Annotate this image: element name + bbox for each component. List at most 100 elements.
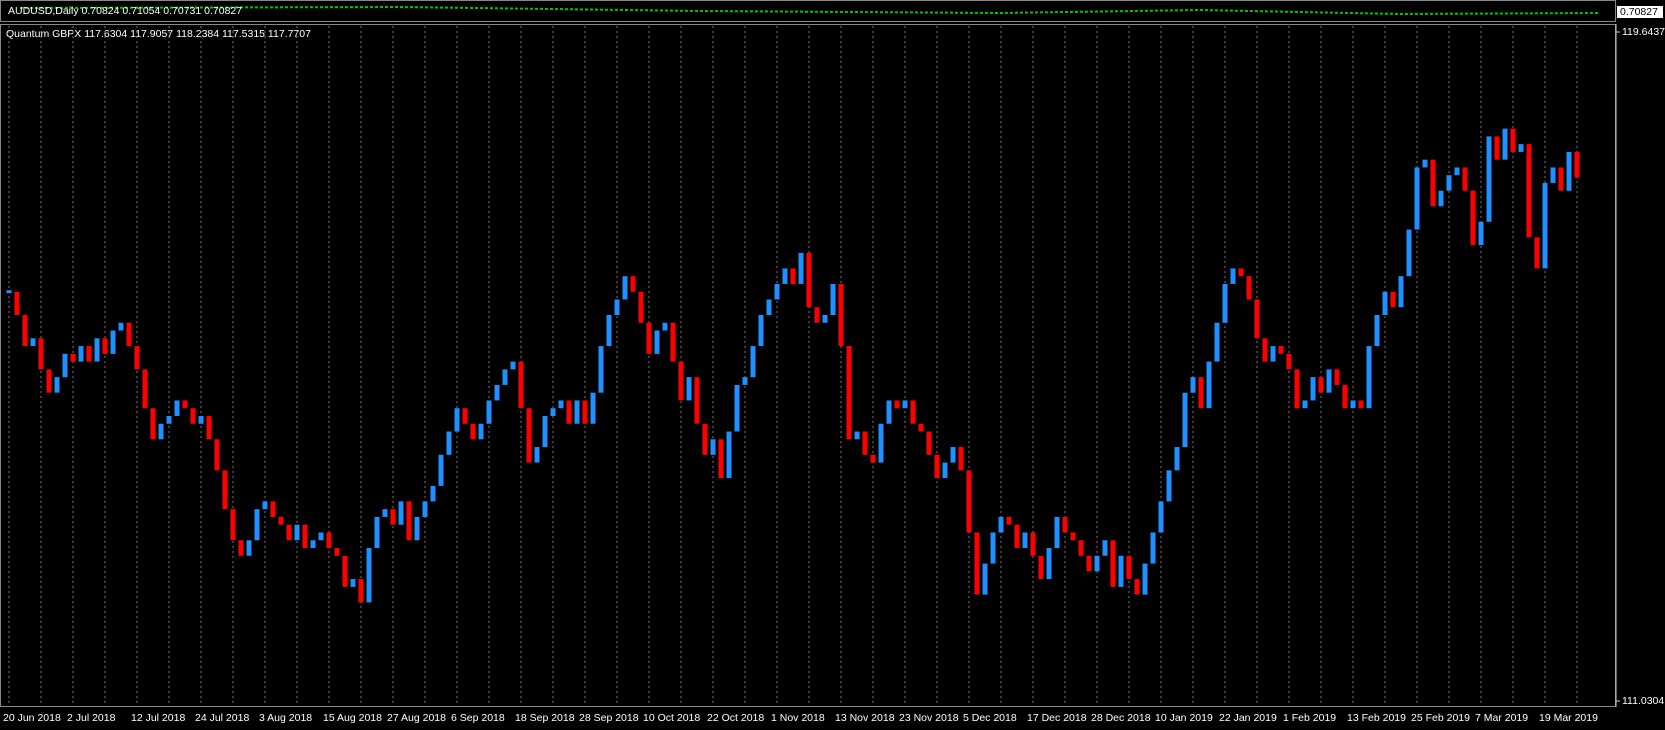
- candle-body: [254, 509, 260, 541]
- candle-body: [1270, 346, 1276, 362]
- candle-body: [1246, 276, 1252, 300]
- candle-body: [1406, 229, 1412, 277]
- candle-body: [838, 283, 844, 347]
- candle-body: [574, 400, 580, 424]
- candle-body: [190, 408, 196, 424]
- candle-body: [1310, 377, 1316, 401]
- candle-body: [1206, 361, 1212, 409]
- candle-body: [1286, 353, 1292, 370]
- candle-body: [990, 532, 996, 564]
- candle-body: [102, 338, 108, 354]
- candle-body: [1382, 291, 1388, 316]
- candle-body: [750, 346, 756, 378]
- x-tick-label: 22 Oct 2018: [707, 712, 764, 724]
- candle-body: [1494, 136, 1500, 160]
- candle-body: [542, 415, 548, 448]
- candle-body: [1294, 369, 1300, 409]
- candle-body: [1366, 346, 1372, 409]
- x-tick-label: 10 Oct 2018: [643, 712, 700, 724]
- candle-body: [518, 361, 524, 409]
- candle-body: [902, 400, 908, 409]
- candle-body: [598, 346, 604, 393]
- candle-body: [646, 322, 652, 354]
- candle-body: [1326, 369, 1332, 393]
- candle-body: [70, 353, 76, 362]
- candle-body: [1526, 144, 1532, 238]
- candle-body: [1030, 532, 1036, 556]
- candle-body: [910, 400, 916, 424]
- candle-body: [214, 439, 220, 471]
- candle-body: [382, 509, 388, 517]
- candle-body: [286, 524, 292, 541]
- candle-body: [334, 548, 340, 556]
- candle-body: [1454, 167, 1460, 176]
- y-tick-label: 119.6437: [1622, 26, 1665, 38]
- candle-body: [1558, 167, 1564, 191]
- candle-body: [278, 516, 284, 525]
- candle-body: [630, 276, 636, 292]
- candle-body: [582, 400, 588, 424]
- candle-body: [1462, 167, 1468, 191]
- candle-body: [590, 392, 596, 424]
- candle-body: [1222, 283, 1228, 323]
- candle-body: [886, 400, 892, 424]
- candle-body: [166, 415, 172, 424]
- candle-body: [366, 548, 372, 603]
- candle-body: [1014, 524, 1020, 549]
- candle-body: [926, 431, 932, 455]
- candle-body: [702, 423, 708, 455]
- candle-body: [150, 408, 156, 440]
- candle-body: [174, 400, 180, 416]
- candle-body: [534, 447, 540, 463]
- candle-body: [774, 283, 780, 300]
- candle-body: [974, 532, 980, 595]
- candle-body: [454, 408, 460, 432]
- candle-body: [1086, 555, 1092, 572]
- candle-body: [470, 423, 476, 440]
- candle-body: [1390, 291, 1396, 308]
- candle-body: [758, 315, 764, 347]
- candle-body: [654, 330, 660, 354]
- candle-body: [638, 291, 644, 323]
- x-tick-label: 22 Jan 2019: [1219, 712, 1277, 724]
- x-tick-label: 15 Aug 2018: [323, 712, 382, 724]
- candle-body: [126, 322, 132, 347]
- candle-body: [1150, 532, 1156, 564]
- candle-body: [86, 346, 92, 362]
- candle-body: [1414, 167, 1420, 230]
- x-tick-label: 5 Dec 2018: [963, 712, 1017, 724]
- candle-body: [942, 462, 948, 479]
- candle-body: [1182, 392, 1188, 448]
- candle-body: [1110, 540, 1116, 587]
- candle-body: [670, 322, 676, 362]
- top-price-label: 0.70827: [1620, 6, 1658, 18]
- candle-body: [206, 415, 212, 440]
- candle-body: [182, 400, 188, 409]
- candle-body: [606, 315, 612, 347]
- x-tick-label: 2 Jul 2018: [67, 712, 116, 724]
- chart-title: Quantum GBPX 117.6304 117.9057 118.2384 …: [6, 28, 311, 40]
- candle-body: [742, 377, 748, 385]
- candle-body: [94, 338, 100, 362]
- price-tag: [1617, 6, 1663, 18]
- candle-body: [1358, 400, 1364, 409]
- candle-body: [1438, 190, 1444, 207]
- candle-body: [1550, 167, 1556, 183]
- candle-body: [686, 377, 692, 401]
- candle-body: [462, 408, 468, 424]
- candle-body: [118, 322, 124, 331]
- candle-body: [614, 299, 620, 316]
- candle-body: [374, 516, 380, 549]
- candle-body: [1478, 221, 1484, 246]
- candle-body: [846, 346, 852, 440]
- candle-body: [566, 400, 572, 424]
- candle-body: [1190, 377, 1196, 393]
- candle-body: [1126, 555, 1132, 580]
- candle-body: [1078, 540, 1084, 556]
- candle-body: [1430, 159, 1436, 207]
- candle-body: [222, 470, 228, 510]
- candle-body: [390, 509, 396, 525]
- audusd-line: [19, 5, 1601, 16]
